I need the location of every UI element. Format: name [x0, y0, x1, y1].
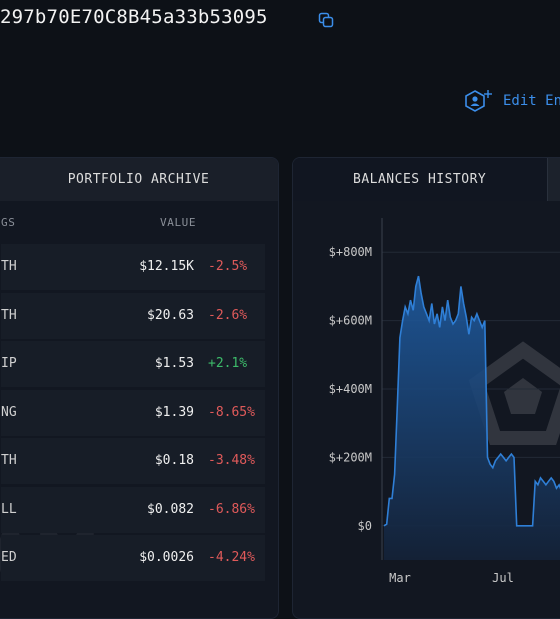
next-tab[interactable]: [547, 158, 560, 201]
copy-icon[interactable]: [318, 12, 334, 28]
balances-chart: $+800M $+600M $+400M $+200M $0 Mar Jul: [329, 218, 560, 585]
value-column-header[interactable]: VALUE: [160, 216, 197, 229]
table-row[interactable]: IP $1.53 +2.1%: [1, 341, 265, 387]
table-row[interactable]: NG $1.39 -8.65%: [1, 389, 265, 436]
y-tick-label: $+200M: [329, 450, 372, 464]
balance-line: [383, 275, 560, 527]
asset-value: $12.15K: [139, 259, 194, 274]
asset-value: $0.0026: [139, 550, 194, 565]
asset-symbol: NG: [1, 404, 17, 420]
portfolio-archive-panel: PORTFOLIO ARCHIVE GS VALUE AM TH$12.15K-…: [0, 157, 279, 619]
x-tick-label: Mar: [389, 571, 411, 585]
asset-change: -2.6%: [208, 307, 248, 323]
asset-change: +2.1%: [208, 356, 248, 371]
edit-entity-label: Edit En: [503, 93, 560, 109]
x-tick-label: Jul: [492, 571, 514, 585]
asset-symbol: IP: [1, 356, 17, 371]
table-row[interactable]: LL $0.082 -6.86%: [1, 486, 265, 533]
portfolio-archive-title: PORTFOLIO ARCHIVE: [67, 172, 210, 187]
asset-symbol: TH: [1, 259, 17, 274]
asset-symbol: TH: [1, 307, 17, 323]
y-tick-label: $+400M: [329, 382, 372, 396]
wallet-address: 297b70E70C8B45a33b53095: [0, 6, 268, 28]
y-tick-label: $+600M: [329, 314, 372, 328]
portfolio-archive-tab[interactable]: PORTFOLIO ARCHIVE: [0, 158, 278, 201]
entity-add-icon: [465, 90, 492, 112]
asset-value: $1.53: [154, 356, 194, 371]
table-row[interactable]: TH $0.18 -3.48%: [1, 438, 265, 484]
asset-symbol: TH: [1, 453, 17, 468]
asset-change: -2.5%: [208, 259, 248, 274]
balances-history-tab[interactable]: BALANCES HISTORY: [293, 158, 547, 201]
balances-history-title: BALANCES HISTORY: [353, 172, 487, 187]
asset-symbol: ED: [1, 550, 17, 565]
y-tick-label: $+800M: [329, 245, 372, 259]
edit-entity-button[interactable]: Edit En: [463, 89, 560, 113]
asset-change: -8.65%: [208, 404, 255, 420]
asset-change: -4.24%: [208, 550, 255, 565]
table-row[interactable]: TH $12.15K -2.5%: [1, 244, 265, 290]
watermark-logo-icon: [468, 341, 560, 445]
asset-change: -3.48%: [208, 453, 255, 468]
table-row[interactable]: TH $20.63 -2.6%: [1, 292, 265, 339]
y-tick-label: $0: [358, 519, 372, 533]
asset-value: $20.63: [147, 307, 194, 323]
asset-value: $0.082: [147, 501, 194, 517]
balance-area: [384, 276, 560, 560]
asset-symbol: LL: [1, 501, 17, 517]
balances-history-panel: BALANCES HISTORY $+800M $+600M $+400M $+200…: [292, 157, 560, 619]
holdings-column-header[interactable]: GS: [1, 216, 16, 229]
asset-value: $0.18: [154, 453, 194, 468]
table-row[interactable]: ED $0.0026 -4.24%: [1, 535, 265, 581]
asset-value: $1.39: [154, 404, 194, 420]
asset-change: -6.86%: [208, 501, 255, 517]
